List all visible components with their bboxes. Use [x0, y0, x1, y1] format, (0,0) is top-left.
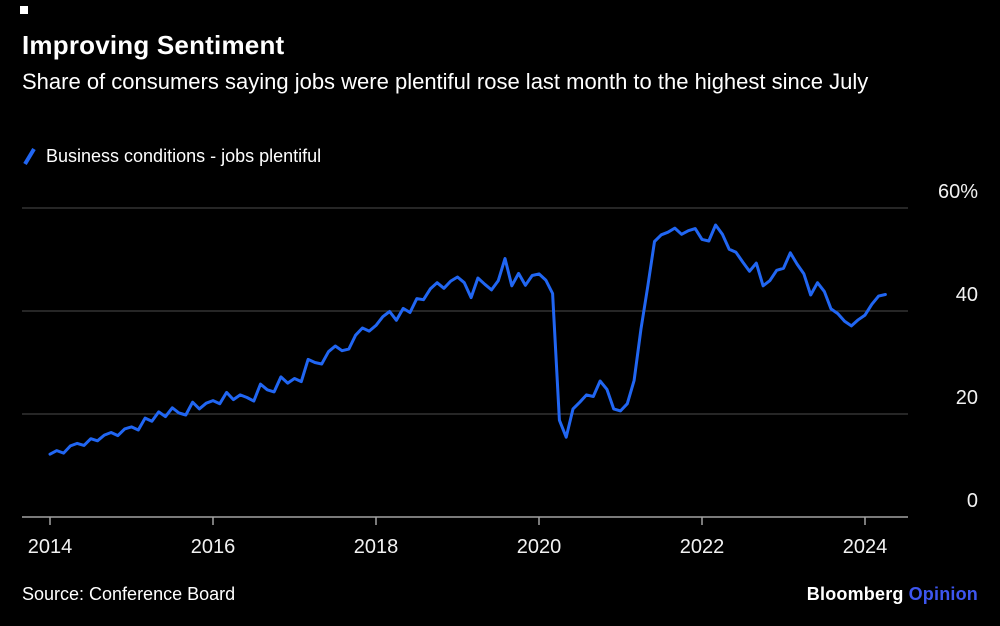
y-axis-label: 20	[956, 387, 978, 409]
sentiment-line-chart: 0 20 40 60% 2014 2016 2018 2020 2022 2024	[22, 181, 978, 558]
legend: Business conditions - jobs plentiful	[22, 146, 321, 167]
brand-opinion: Opinion	[908, 584, 978, 604]
source-note: Source: Conference Board	[22, 584, 236, 604]
y-axis-label: 40	[956, 284, 978, 306]
y-axis-label: 60%	[938, 181, 978, 203]
x-axis-label: 2018	[354, 536, 399, 558]
legend-slash-icon	[23, 147, 36, 166]
x-axis-label: 2024	[843, 536, 888, 558]
chart-title: Improving Sentiment	[22, 30, 285, 60]
bloomberg-corner-mark	[20, 6, 28, 14]
x-axis-label: 2022	[680, 536, 725, 558]
jobs-plentiful-line	[48, 223, 887, 456]
brand-bloomberg: Bloomberg	[806, 584, 904, 604]
x-axis-label: 2016	[191, 536, 236, 558]
x-axis-label: 2014	[28, 536, 73, 558]
legend-label: Business conditions - jobs plentiful	[46, 146, 322, 166]
x-axis-label: 2020	[517, 536, 562, 558]
bloomberg-logo: Bloomberg Opinion	[807, 584, 978, 605]
chart-area: 0 20 40 60% 2014 2016 2018 2020 2022 2024	[0, 178, 1000, 578]
chart-subtitle: Share of consumers saying jobs were plen…	[22, 69, 869, 94]
y-axis-label: 0	[967, 490, 978, 512]
